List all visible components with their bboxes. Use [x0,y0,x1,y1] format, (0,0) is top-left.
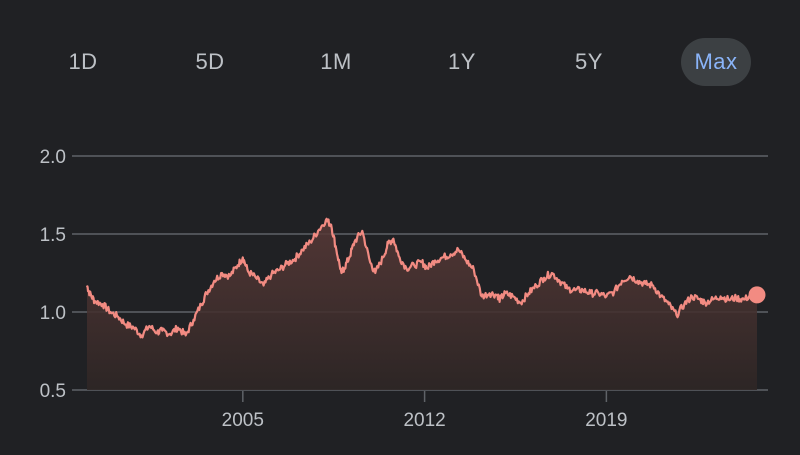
current-price-dot [748,286,766,304]
tab-max[interactable]: Max [681,38,751,86]
tab-1m[interactable]: 1M [320,49,352,74]
price-area-fill [87,218,757,390]
x-axis: 2005 2012 2019 [222,391,628,431]
chart-line-layer [85,217,766,339]
y-tick-label: 0.5 [40,381,66,402]
x-tick-label: 2005 [222,410,264,431]
x-tick-label: 2019 [585,410,627,431]
price-line [85,217,759,339]
y-tick-label: 1.5 [40,225,66,246]
tab-1y[interactable]: 1Y [448,49,476,74]
range-tabs: 1D 5D 1M 1Y 5Y Max [0,0,800,122]
y-tick-label: 1.0 [40,303,66,324]
y-axis-ticks: 0.5 1.0 1.5 2.0 [40,147,66,402]
tab-5d[interactable]: 5D [195,49,225,74]
tab-1d[interactable]: 1D [68,49,98,74]
tab-5y[interactable]: 5Y [575,49,603,74]
chart-area-layer [87,218,757,390]
x-tick-label: 2012 [403,410,445,431]
y-tick-label: 2.0 [40,147,66,168]
